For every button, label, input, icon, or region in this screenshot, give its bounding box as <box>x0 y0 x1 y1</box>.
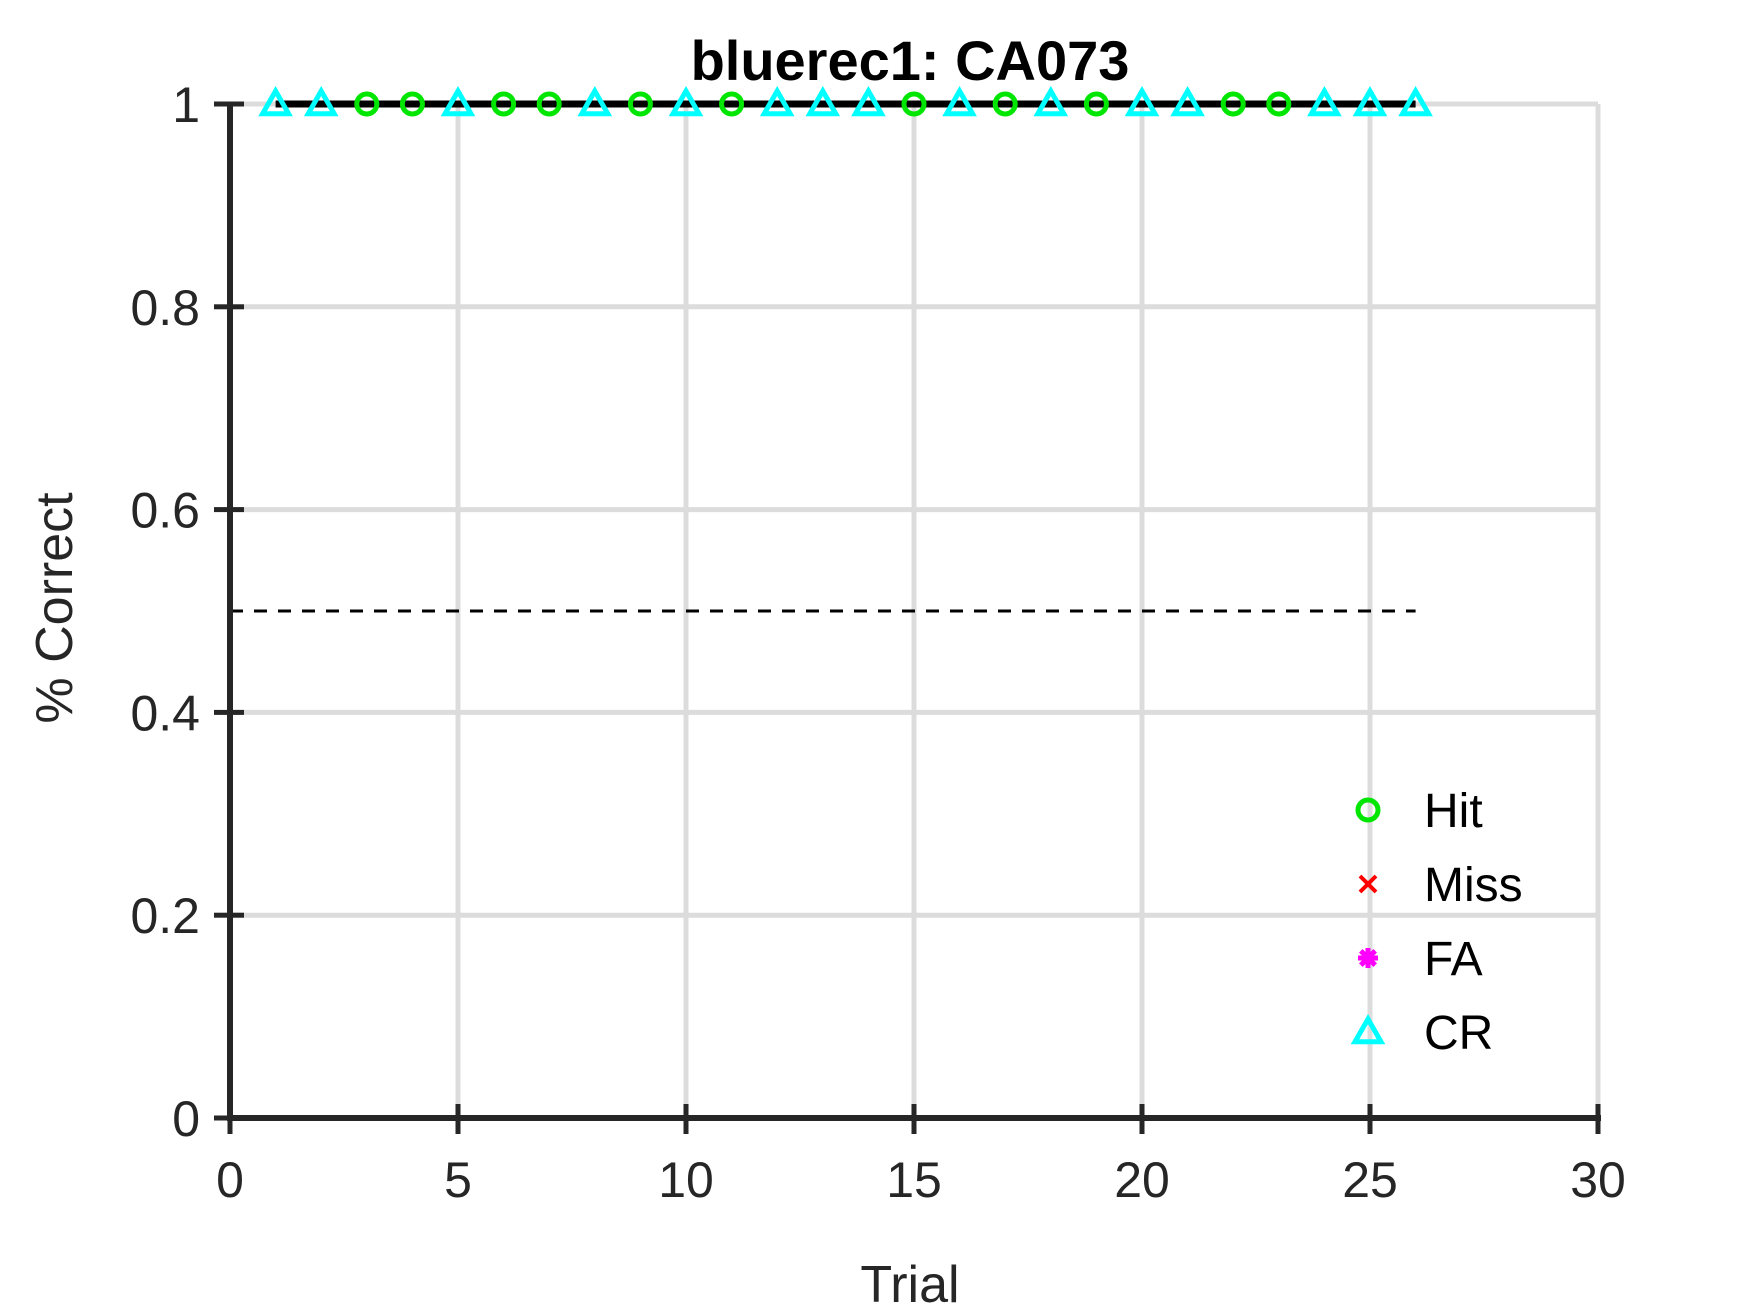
marker-hit-trial-17 <box>992 91 1018 117</box>
marker-hit-trial-22 <box>1220 91 1246 117</box>
tick-labels: 0 5 10 15 20 25 30 0 0.2 0.4 0.6 0.8 1 <box>130 77 1625 1208</box>
legend-marker-miss <box>1358 874 1378 894</box>
marker-hit-trial-3 <box>354 91 380 117</box>
marker-hit-trial-11 <box>719 91 745 117</box>
marker-hit-trial-4 <box>399 91 425 117</box>
marker-cr-trial-14 <box>851 85 886 117</box>
legend-label-cr: CR <box>1424 1007 1493 1060</box>
marker-cr-trial-10 <box>668 85 704 117</box>
legend-marker-fa <box>1358 948 1378 968</box>
legend-label-hit: Hit <box>1424 785 1483 838</box>
marker-hit-trial-7 <box>536 91 562 117</box>
axes <box>214 101 1601 1134</box>
marker-cr-trial-13 <box>805 85 841 117</box>
x-tick-label: 0 <box>216 1152 244 1208</box>
legend-label-fa: FA <box>1424 933 1483 986</box>
marker-cr-trial-2 <box>303 85 339 117</box>
marker-cr-trial-21 <box>1170 85 1205 117</box>
y-tick-label: 0.6 <box>130 483 200 539</box>
y-tick-label: 0.2 <box>130 888 200 944</box>
legend-marker-cr <box>1350 1013 1386 1045</box>
marker-cr-trial-1 <box>258 85 293 117</box>
marker-cr-trial-24 <box>1307 85 1342 117</box>
marker-hit-trial-15 <box>901 91 927 117</box>
marker-cr-trial-25 <box>1352 85 1388 117</box>
y-axis-label: % Correct <box>26 492 84 724</box>
markers <box>258 85 1433 117</box>
chart-title: bluerec1: CA073 <box>691 29 1130 92</box>
marker-hit-trial-23 <box>1266 91 1292 117</box>
x-tick-label: 25 <box>1342 1152 1398 1208</box>
marker-cr-trial-20 <box>1124 85 1160 117</box>
marker-cr-trial-8 <box>577 85 613 117</box>
legend: Hit Miss FA CR <box>1350 785 1523 1060</box>
marker-hit-trial-19 <box>1083 91 1109 117</box>
y-tick-label: 0.4 <box>130 685 200 741</box>
x-tick-label: 30 <box>1570 1152 1626 1208</box>
marker-cr-trial-16 <box>942 85 977 117</box>
marker-cr-trial-5 <box>440 85 476 117</box>
x-tick-label: 10 <box>658 1152 714 1208</box>
x-tick-label: 20 <box>1114 1152 1170 1208</box>
marker-cr-trial-18 <box>1033 85 1069 117</box>
legend-marker-hit <box>1355 797 1381 823</box>
x-tick-label: 15 <box>886 1152 942 1208</box>
marker-hit-trial-6 <box>491 91 517 117</box>
marker-cr-trial-12 <box>759 85 795 117</box>
x-axis-label: Trial <box>860 1256 959 1313</box>
y-tick-label: 0 <box>172 1091 200 1147</box>
x-tick-label: 5 <box>444 1152 472 1208</box>
marker-hit-trial-9 <box>627 91 653 117</box>
y-tick-label: 1 <box>172 77 200 133</box>
marker-cr-trial-26 <box>1398 85 1433 117</box>
legend-label-miss: Miss <box>1424 859 1523 912</box>
y-tick-label: 0.8 <box>130 280 200 336</box>
